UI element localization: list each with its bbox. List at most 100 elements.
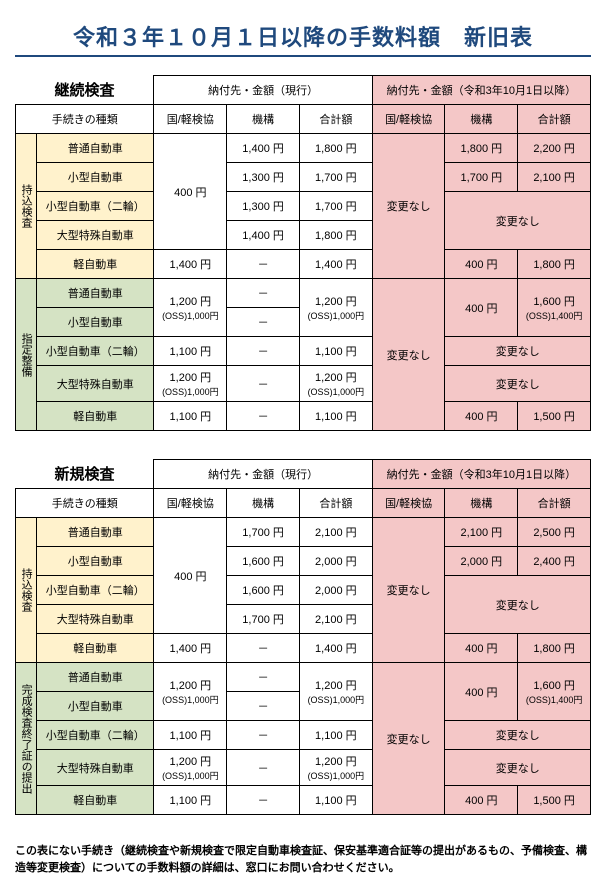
type-cell: 軽自動車 xyxy=(37,402,154,431)
header-current: 納付先・金額（現行） xyxy=(154,76,372,105)
amount-cell: 1,100 円 xyxy=(299,721,372,750)
amount-cell: 2,200 円 xyxy=(518,134,591,163)
amount-cell: 1,400 円 xyxy=(154,250,227,279)
table-keizoku: 継続検査 納付先・金額（現行） 納付先・金額（令和3年10月1日以降） 手続きの… xyxy=(15,75,591,431)
amount-sub: (OSS)1,000円 xyxy=(308,695,365,705)
type-cell: 軽自動車 xyxy=(37,786,154,815)
col-header: 合計額 xyxy=(518,105,591,134)
amount-cell: 400 円 xyxy=(445,634,518,663)
group-label: 持込検査 xyxy=(16,134,37,279)
col-header: 合計額 xyxy=(299,105,372,134)
amount-sub: (OSS)1,000円 xyxy=(308,311,365,321)
header-procedure: 手続きの種類 xyxy=(16,105,154,134)
amount-cell: 400 円 xyxy=(445,279,518,337)
amount-cell: 2,100 円 xyxy=(299,605,372,634)
amount-main: 1,200 円 xyxy=(170,296,212,308)
amount-cell: － xyxy=(227,721,300,750)
type-cell: 軽自動車 xyxy=(37,250,154,279)
col-header: 国/軽検協 xyxy=(372,489,445,518)
col-header: 機構 xyxy=(227,105,300,134)
nochange-cell: 変更なし xyxy=(372,663,445,815)
amount-cell: － xyxy=(227,279,300,308)
amount-cell: － xyxy=(227,750,300,786)
table-row: 小型自動車（二輪） 1,100 円 － 1,100 円 変更なし xyxy=(16,337,591,366)
amount-cell: 1,100 円 xyxy=(154,402,227,431)
amount-cell: 1,200 円(OSS)1,000円 xyxy=(154,750,227,786)
amount-cell: 1,400 円 xyxy=(227,134,300,163)
amount-cell: 1,700 円 xyxy=(445,163,518,192)
amount-cell: 2,000 円 xyxy=(299,547,372,576)
amount-sub: (OSS)1,400円 xyxy=(526,695,583,705)
amount-cell: 1,100 円 xyxy=(299,337,372,366)
type-cell: 大型特殊自動車 xyxy=(37,750,154,786)
amount-cell: 1,600 円(OSS)1,400円 xyxy=(518,279,591,337)
amount-cell: 400 円 xyxy=(154,134,227,250)
amount-cell: 400 円 xyxy=(445,786,518,815)
amount-sub: (OSS)1,400円 xyxy=(526,311,583,321)
col-header: 合計額 xyxy=(518,489,591,518)
group-label: 完成検査終了証の提出 xyxy=(16,663,37,815)
table-row: 軽自動車 1,400 円 － 1,400 円 400 円 1,800 円 xyxy=(16,250,591,279)
nochange-cell: 変更なし xyxy=(445,721,591,750)
amount-cell: 1,700 円 xyxy=(227,518,300,547)
amount-cell: 1,500 円 xyxy=(518,786,591,815)
amount-cell: － xyxy=(227,786,300,815)
amount-cell: 2,100 円 xyxy=(299,518,372,547)
amount-cell: 2,000 円 xyxy=(445,547,518,576)
amount-sub: (OSS)1,000円 xyxy=(308,387,365,397)
table-row: 軽自動車 1,400 円 － 1,400 円 400 円 1,800 円 xyxy=(16,634,591,663)
amount-cell: 400 円 xyxy=(154,518,227,634)
header-current: 納付先・金額（現行） xyxy=(154,460,372,489)
amount-main: 1,200 円 xyxy=(315,756,357,768)
nochange-cell: 変更なし xyxy=(445,576,591,634)
amount-main: 1,200 円 xyxy=(315,372,357,384)
col-header: 国/軽検協 xyxy=(154,105,227,134)
amount-cell: 1,100 円 xyxy=(299,786,372,815)
amount-cell: 1,400 円 xyxy=(299,250,372,279)
amount-cell: 1,600 円 xyxy=(227,576,300,605)
table-row: 小型自動車（二輪） 1,300 円 1,700 円 変更なし xyxy=(16,192,591,221)
table-row: 大型特殊自動車 1,200 円(OSS)1,000円 － 1,200 円(OSS… xyxy=(16,750,591,786)
amount-cell: 1,100 円 xyxy=(154,337,227,366)
amount-cell: － xyxy=(227,402,300,431)
type-cell: 軽自動車 xyxy=(37,634,154,663)
amount-cell: 2,100 円 xyxy=(518,163,591,192)
type-cell: 大型特殊自動車 xyxy=(37,221,154,250)
amount-sub: (OSS)1,000円 xyxy=(162,387,219,397)
nochange-cell: 変更なし xyxy=(372,518,445,663)
amount-cell: 2,400 円 xyxy=(518,547,591,576)
amount-cell: － xyxy=(227,308,300,337)
table-row: 小型自動車 1,600 円 2,000 円 2,000 円 2,400 円 xyxy=(16,547,591,576)
amount-cell: 1,700 円 xyxy=(299,163,372,192)
table-row: 小型自動車 1,300 円 1,700 円 1,700 円 2,100 円 xyxy=(16,163,591,192)
type-cell: 小型自動車 xyxy=(37,163,154,192)
amount-cell: 1,500 円 xyxy=(518,402,591,431)
col-header: 機構 xyxy=(445,105,518,134)
header-procedure: 手続きの種類 xyxy=(16,489,154,518)
amount-cell: 1,100 円 xyxy=(299,402,372,431)
table-row: 軽自動車 1,100 円 － 1,100 円 400 円 1,500 円 xyxy=(16,402,591,431)
type-cell: 小型自動車 xyxy=(37,308,154,337)
amount-cell: 2,000 円 xyxy=(299,576,372,605)
type-cell: 大型特殊自動車 xyxy=(37,366,154,402)
table-row: 完成検査終了証の提出 普通自動車 1,200 円(OSS)1,000円 － 1,… xyxy=(16,663,591,692)
amount-main: 1,200 円 xyxy=(315,296,357,308)
title-rule xyxy=(15,55,591,57)
table-row: 継続検査 納付先・金額（現行） 納付先・金額（令和3年10月1日以降） xyxy=(16,76,591,105)
amount-cell: 1,200 円 (OSS)1,000円 xyxy=(299,279,372,337)
amount-cell: 1,800 円 xyxy=(299,134,372,163)
amount-cell: 1,100 円 xyxy=(154,721,227,750)
amount-cell: 1,200 円(OSS)1,000円 xyxy=(299,750,372,786)
nochange-cell: 変更なし xyxy=(445,750,591,786)
amount-main: 1,200 円 xyxy=(170,756,212,768)
table-shinki: 新規検査 納付先・金額（現行） 納付先・金額（令和3年10月1日以降） 手続きの… xyxy=(15,459,591,815)
type-cell: 小型自動車 xyxy=(37,692,154,721)
page-title: 令和３年１０月１日以降の手数料額 新旧表 xyxy=(15,20,591,52)
type-cell: 大型特殊自動車 xyxy=(37,605,154,634)
table-row: 持込検査 普通自動車 400 円 1,700 円 2,100 円 変更なし 2,… xyxy=(16,518,591,547)
type-cell: 小型自動車（二輪） xyxy=(37,337,154,366)
amount-cell: 1,400 円 xyxy=(299,634,372,663)
amount-cell: 1,200 円(OSS)1,000円 xyxy=(154,663,227,721)
amount-cell: 2,500 円 xyxy=(518,518,591,547)
footnote: この表にない手続き（継続検査や新規検査で限定自動車検査証、保安基準適合証等の提出… xyxy=(15,843,591,876)
